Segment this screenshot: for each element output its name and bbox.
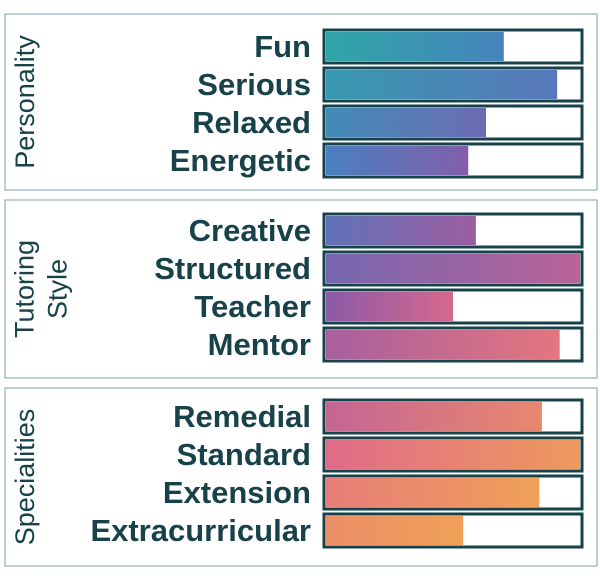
bar-fill	[326, 108, 487, 137]
section-box	[4, 13, 598, 191]
bar-fill	[326, 146, 469, 175]
bar-fill	[326, 292, 453, 321]
bar-fill	[326, 478, 540, 507]
section-box	[4, 199, 598, 379]
rating-label: Mentor	[208, 327, 311, 362]
section-title: Style	[43, 259, 73, 319]
bar-fill	[326, 32, 504, 61]
rating-label: Standard	[177, 437, 311, 472]
rating-label: Fun	[254, 29, 311, 64]
bar-fill	[326, 440, 580, 469]
bar-fill	[326, 216, 476, 245]
section-title: Tutoring	[10, 240, 40, 338]
bar-fill	[326, 330, 560, 359]
bar-fill	[326, 516, 464, 545]
rating-label: Serious	[197, 67, 311, 102]
rating-label: Creative	[189, 213, 311, 248]
bar-fill	[326, 254, 580, 283]
rating-label: Energetic	[170, 143, 311, 178]
bar-fill	[326, 402, 542, 431]
bar-fill	[326, 70, 558, 99]
rating-label: Structured	[154, 251, 311, 286]
rating-label: Relaxed	[192, 105, 311, 140]
section-box	[4, 387, 598, 567]
rating-label: Teacher	[194, 289, 311, 324]
section-title: Specialities	[10, 409, 40, 546]
rating-label: Extracurricular	[90, 513, 311, 548]
rating-label: Remedial	[173, 399, 311, 434]
rating-label: Extension	[163, 475, 311, 510]
section-title: Personality	[10, 35, 40, 169]
